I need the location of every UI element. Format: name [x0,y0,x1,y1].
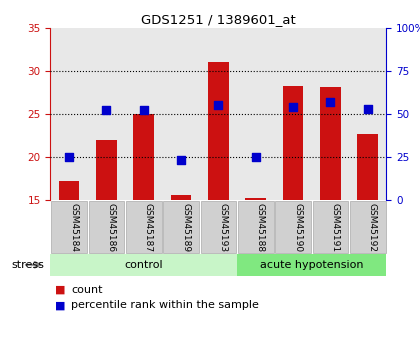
Text: ■: ■ [55,300,65,310]
Bar [357,134,378,200]
Point [215,102,222,108]
Bar [245,198,266,200]
Text: stress: stress [11,260,44,270]
Point [252,154,259,160]
Bar [134,114,154,200]
Point [103,108,110,113]
Text: GSM45188: GSM45188 [256,203,265,252]
Text: GSM45193: GSM45193 [218,203,227,252]
Point [140,108,147,113]
Point [66,154,72,160]
Text: GSM45186: GSM45186 [106,203,116,252]
Text: GSM45187: GSM45187 [144,203,153,252]
Text: GSM45189: GSM45189 [181,203,190,252]
Text: GSM45192: GSM45192 [368,203,377,252]
Bar [208,62,228,200]
Text: GSM45184: GSM45184 [69,203,78,252]
Point [178,158,184,163]
Bar [171,195,192,200]
Text: control: control [124,260,163,270]
Text: GSM45191: GSM45191 [331,203,339,252]
Bar [96,140,117,200]
Text: count: count [71,285,103,295]
Title: GDS1251 / 1389601_at: GDS1251 / 1389601_at [141,13,296,27]
Text: percentile rank within the sample: percentile rank within the sample [71,300,259,310]
Text: acute hypotension: acute hypotension [260,260,363,270]
Bar [320,87,341,200]
Text: GSM45190: GSM45190 [293,203,302,252]
Bar [283,86,303,200]
Text: ■: ■ [55,285,65,295]
Point [365,106,371,111]
Bar [59,181,79,200]
Point [327,99,334,105]
Point [290,104,297,110]
